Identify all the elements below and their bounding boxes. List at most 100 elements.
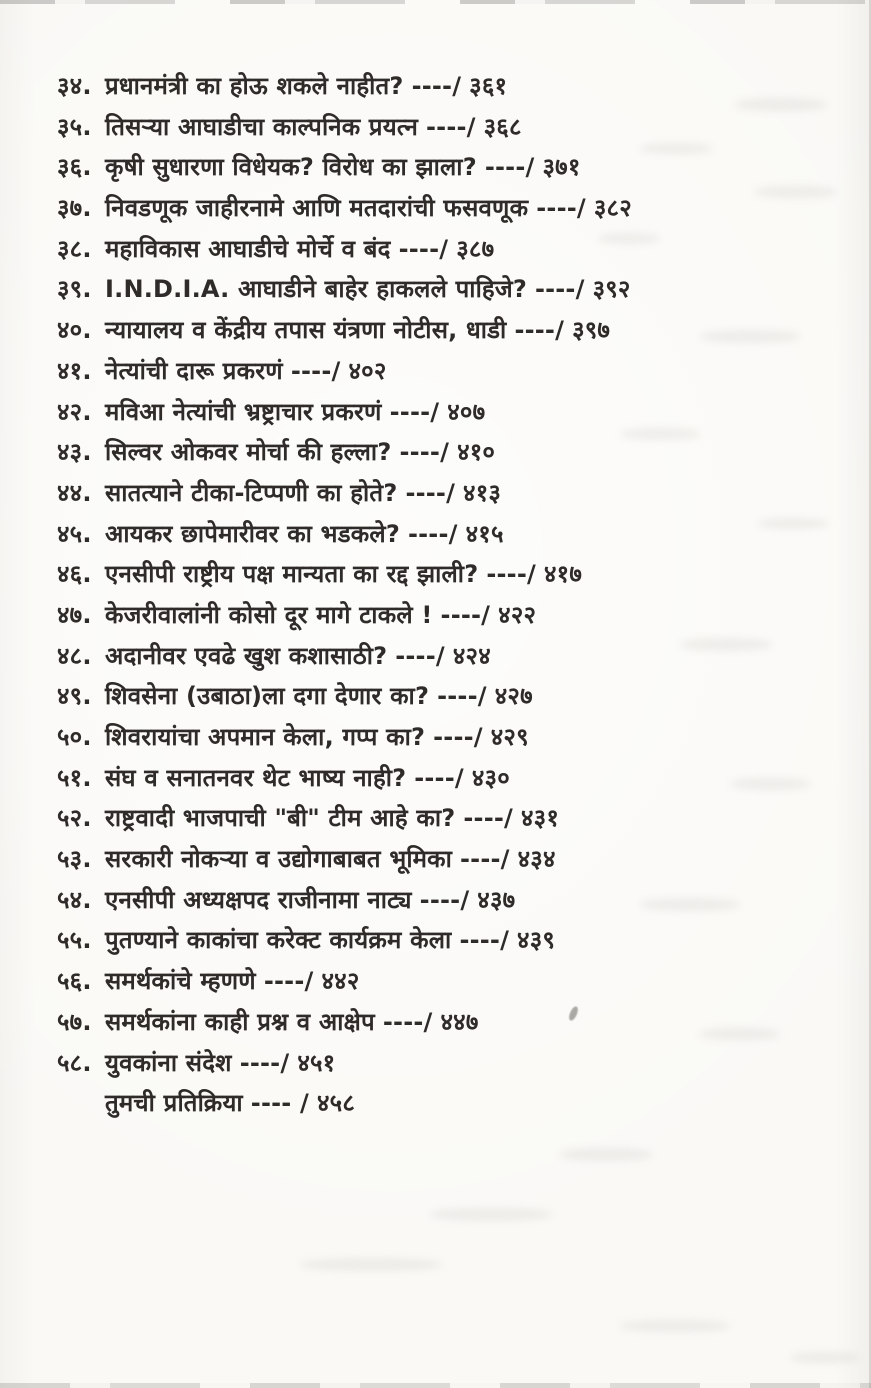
toc-entry: ४५. आयकर छापेमारीवर का भडकले? ----/४१५ [57, 514, 841, 555]
scan-edge-top [0, 0, 871, 4]
toc-entry-title: समर्थकांचे म्हणणे [105, 967, 256, 996]
toc-entry: ५६. समर्थकांचे म्हणणे ----/४४२ [57, 961, 841, 1002]
toc-entry-text: तिसऱ्या आघाडीचा काल्पनिक प्रयत्न ----/३६८ [105, 107, 522, 148]
toc-entry: ५१. संघ व सनातनवर थेट भाष्य नाही? ----/४३… [57, 758, 841, 799]
toc-entry-title: केजरीवालांनी कोसो दूर मागे टाकले ! [105, 600, 433, 629]
toc-entry-text: प्रधानमंत्री का होऊ शकले नाहीत? ----/३६१ [105, 66, 507, 107]
toc-entry-number: ४५. [57, 519, 92, 548]
toc-entry-page-number: ४१५ [465, 519, 504, 548]
toc-entry-number: ४२. [57, 397, 92, 426]
toc-entry-number: ५६. [57, 967, 92, 996]
toc-entry-dashes: ----/ [399, 438, 450, 467]
toc-entry-page-number: ४५१ [297, 1048, 336, 1077]
toc-entry: ३९. I.N.D.I.A. आघाडीने बाहेर हाकलले पाहि… [57, 269, 841, 310]
toc-entry-text: शिवरायांचा अपमान केला, गप्प का? ----/४२९ [105, 717, 529, 758]
toc-entry-text: महाविकास आघाडीचे मोर्चे व बंद ----/३८७ [105, 229, 494, 270]
toc-entry-page-number: ३९२ [592, 275, 631, 304]
toc-entry-dashes: ---- / [250, 1089, 309, 1118]
toc-entry-text: सरकारी नोकऱ्या व उद्योगाबाबत भूमिका ----/… [105, 839, 556, 880]
toc-entry: ५३. सरकारी नोकऱ्या व उद्योगाबाबत भूमिका -… [57, 839, 841, 880]
scan-edge-bottom [0, 1383, 871, 1388]
toc-entry-page-number: ४३७ [477, 885, 516, 914]
bleed-through-artifact [430, 1208, 552, 1221]
toc-entry-title: शिवरायांचा अपमान केला, गप्प का? [105, 723, 426, 751]
toc-entry-title: एनसीपी अध्यक्षपद राजीनामा नाट्य [105, 885, 412, 914]
toc-entry-number: ४३. [57, 438, 92, 467]
toc-entry: ४२. मविआ नेत्यांची भ्रष्ट्राचार प्रकरणं -… [57, 392, 841, 433]
toc-entry-title: आयकर छापेमारीवर का भडकले? [105, 519, 400, 548]
toc-entry-number: ५८. [57, 1048, 92, 1077]
bleed-through-artifact [300, 1258, 442, 1271]
scan-edge-right [869, 0, 871, 1388]
toc-entry-text: न्यायालय व केंद्रीय तपास यंत्रणा नोटीस, … [105, 310, 610, 351]
toc-entry-dashes: ----/ [414, 763, 464, 792]
toc-entry: ५२. राष्ट्रवादी भाजपाची "बी" टीम आहे का?… [57, 798, 841, 839]
toc-entry-text: मविआ नेत्यांची भ्रष्ट्राचार प्रकरणं ----/… [105, 392, 485, 433]
toc-entry-dashes: ----/ [486, 560, 536, 589]
toc-entry-text: I.N.D.I.A. आघाडीने बाहेर हाकलले पाहिजे? -… [105, 269, 631, 310]
toc-entry-text: आयकर छापेमारीवर का भडकले? ----/४१५ [105, 514, 504, 555]
toc-entry-title: निवडणूक जाहीरनामे आणि मतदारांची फसवणूक [105, 194, 529, 223]
toc-entry-number: ३७. [57, 194, 92, 223]
toc-entry-dashes: ----/ [460, 845, 510, 874]
bleed-through-artifact [620, 1320, 730, 1332]
toc-entry-page-number: ४४७ [440, 1007, 479, 1036]
toc-entry: ३६. कृषी सुधारणा विधेयक? विरोध का झाला? -… [57, 147, 841, 188]
toc-entry-dashes: ----/ [398, 234, 449, 263]
toc-entry-title: सिल्वर ओकवर मोर्चा की हल्ला? [105, 438, 392, 467]
toc-entry-number: ४४. [57, 478, 92, 507]
toc-entry-page-number: ३८२ [593, 194, 632, 223]
toc-entry: ५०. शिवरायांचा अपमान केला, गप्प का? ----/… [57, 717, 841, 758]
toc-entry-number: ५०. [57, 723, 92, 751]
toc-entry-dashes: ----/ [463, 804, 513, 833]
toc-entry-title: प्रधानमंत्री का होऊ शकले नाहीत? [105, 72, 404, 100]
toc-entry-text: संघ व सनातनवर थेट भाष्य नाही? ----/४३० [105, 758, 510, 799]
toc-entry-title: अदानीवर एवढे खुश कशासाठी? [105, 641, 388, 670]
toc-entry-title: राष्ट्रवादी भाजपाची "बी" टीम आहे का? [105, 804, 456, 833]
toc-entry-dashes: ----/ [536, 194, 586, 223]
toc-entry-number: ४७. [57, 600, 92, 629]
toc-entry-page-number: ४०२ [348, 356, 387, 385]
toc-entry-number: ५४. [57, 885, 92, 914]
toc-entry: ४९. शिवसेना (उबाठा)ला दगा देणार का? ----/… [57, 676, 841, 717]
toc-entry: तुमची प्रतिक्रिया ---- /४५८ [57, 1083, 841, 1124]
toc-entry-dashes: ----/ [263, 967, 314, 996]
toc-entry-text: निवडणूक जाहीरनामे आणि मतदारांची फसवणूक --… [105, 188, 632, 229]
toc-entry-text: सिल्वर ओकवर मोर्चा की हल्ला? ----/४१० [105, 432, 495, 473]
toc-entry-title: संघ व सनातनवर थेट भाष्य नाही? [105, 763, 407, 792]
toc-entry-dashes: ----/ [290, 356, 341, 385]
toc-entry-number: ५१. [57, 763, 92, 792]
toc-entry-dashes: ----/ [514, 316, 565, 345]
toc-entry: ४८. अदानीवर एवढे खुश कशासाठी? ----/४२४ [57, 636, 841, 677]
toc-entry-title: महाविकास आघाडीचे मोर्चे व बंद [105, 234, 391, 263]
toc-entry-dashes: ----/ [382, 1007, 433, 1036]
toc-entry-page-number: ४३९ [517, 926, 556, 955]
toc-entry-dashes: ----/ [407, 519, 458, 548]
toc-entry-text: एनसीपी राष्ट्रीय पक्ष मान्यता का रद्द झा… [105, 554, 582, 595]
toc-entry-title: सरकारी नोकऱ्या व उद्योगाबाबत भूमिका [105, 845, 453, 874]
toc-entry: ५८. युवकांना संदेश ----/४५१ [57, 1043, 841, 1084]
toc-list: ३४. प्रधानमंत्री का होऊ शकले नाहीत? ----/… [57, 66, 841, 1124]
toc-entry-dashes: ----/ [405, 478, 456, 507]
toc-entry-page-number: ४०७ [447, 397, 486, 426]
toc-entry-dashes: ----/ [419, 885, 470, 914]
toc-entry-title: न्यायालय व केंद्रीय तपास यंत्रणा नोटीस, … [105, 316, 507, 345]
toc-entry-number: ३८. [57, 234, 92, 263]
toc-entry: ४४. सातत्याने टीका-टिप्पणी का होते? ----/… [57, 473, 841, 514]
toc-entry: ४१. नेत्यांची दारू प्रकरणं ----/४०२ [57, 351, 841, 392]
toc-entry-number: ४०. [57, 316, 92, 345]
bleed-through-artifact [790, 1352, 860, 1363]
toc-entry-dashes: ----/ [459, 926, 510, 955]
toc-entry-page-number: ४१७ [543, 560, 583, 589]
toc-entry-page-number: ४३४ [517, 845, 556, 874]
toc-entry-number: ४१. [57, 356, 92, 385]
toc-entry-title: युवकांना संदेश [105, 1048, 232, 1077]
toc-entry-number: ५२. [57, 804, 92, 833]
toc-entry: ४६. एनसीपी राष्ट्रीय पक्ष मान्यता का रद्… [57, 554, 841, 595]
toc-entry-text: सातत्याने टीका-टिप्पणी का होते? ----/४१३ [105, 473, 501, 514]
toc-entry-page-number: ४१३ [463, 478, 502, 507]
toc-entry-title: एनसीपी राष्ट्रीय पक्ष मान्यता का रद्द झा… [105, 560, 479, 589]
toc-entry-title: कृषी सुधारणा विधेयक? विरोध का झाला? [105, 153, 477, 182]
toc-entry: ३७. निवडणूक जाहीरनामे आणि मतदारांची फसवण… [57, 188, 841, 229]
toc-entry-number: ५७. [57, 1007, 92, 1036]
